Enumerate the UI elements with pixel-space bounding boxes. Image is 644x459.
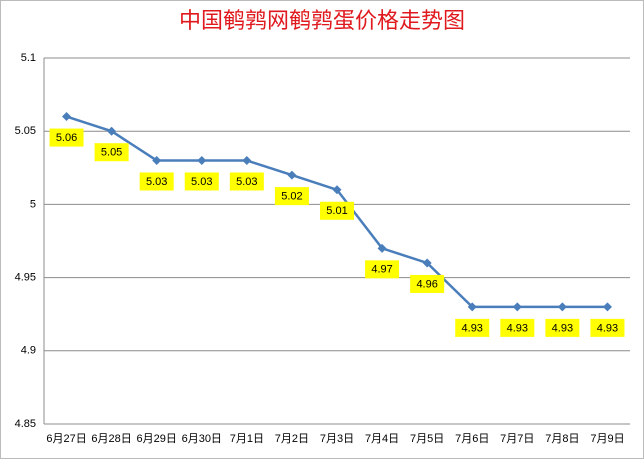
- data-point: [557, 302, 567, 312]
- data-point: [467, 302, 477, 312]
- data-point: [422, 258, 432, 268]
- x-tick-label: 7月5日: [410, 433, 444, 445]
- data-label-bg: [49, 128, 84, 147]
- data-point: [602, 302, 612, 312]
- y-tick-label: 5.1: [21, 52, 36, 64]
- y-tick-label: 4.95: [15, 272, 36, 284]
- y-tick-label: 4.9: [21, 345, 36, 357]
- data-label: 4.93: [462, 322, 483, 334]
- x-tick-label: 6月29日: [137, 433, 177, 445]
- data-point: [332, 185, 342, 195]
- data-label: 5.02: [281, 191, 302, 203]
- data-label: 4.93: [597, 322, 618, 334]
- data-point: [377, 243, 387, 253]
- data-point: [152, 155, 162, 165]
- data-point: [242, 155, 252, 165]
- data-label: 5.06: [56, 132, 77, 144]
- data-label-bg: [139, 172, 174, 191]
- x-tick-label: 7月1日: [230, 433, 264, 445]
- data-label: 5.03: [191, 176, 212, 188]
- data-label: 4.93: [552, 322, 573, 334]
- x-tick-label: 7月9日: [590, 433, 624, 445]
- data-label-bg: [545, 318, 580, 337]
- data-label-bg: [455, 318, 490, 337]
- x-tick-label: 7月3日: [320, 433, 354, 445]
- data-point: [107, 126, 117, 136]
- data-label: 5.05: [101, 147, 122, 159]
- data-point: [62, 112, 72, 122]
- x-tick-label: 7月6日: [455, 433, 489, 445]
- chart-title: 中国鹌鹑网鹌鹑蛋价格走势图: [179, 8, 465, 33]
- data-point: [287, 170, 297, 180]
- x-tick-label: 7月4日: [365, 433, 399, 445]
- x-tick-label: 7月7日: [500, 433, 534, 445]
- data-label-bg: [320, 201, 354, 220]
- x-tick-label: 6月27日: [46, 433, 86, 445]
- data-label: 4.97: [371, 264, 392, 276]
- x-tick-label: 6月28日: [91, 433, 131, 445]
- data-point: [512, 302, 522, 312]
- data-label-bg: [229, 172, 264, 191]
- data-label-bg: [274, 187, 309, 206]
- data-label-bg: [365, 260, 400, 279]
- data-label-bg: [410, 274, 445, 293]
- data-label-bg: [590, 318, 625, 337]
- x-tick-label: 7月2日: [275, 433, 309, 445]
- y-tick-label: 5.05: [15, 125, 36, 137]
- data-label-bg: [500, 318, 535, 337]
- data-label-bg: [184, 172, 219, 191]
- data-label-bg: [94, 143, 129, 162]
- data-label: 5.01: [326, 205, 347, 217]
- y-tick-label: 4.85: [15, 418, 36, 430]
- x-tick-label: 7月8日: [545, 433, 579, 445]
- data-label: 4.93: [507, 322, 528, 334]
- y-tick-label: 5: [30, 198, 36, 210]
- data-label: 5.03: [236, 176, 257, 188]
- data-label: 5.03: [146, 176, 167, 188]
- x-tick-label: 6月30日: [182, 433, 222, 445]
- data-point: [197, 155, 207, 165]
- data-label: 4.96: [416, 278, 437, 290]
